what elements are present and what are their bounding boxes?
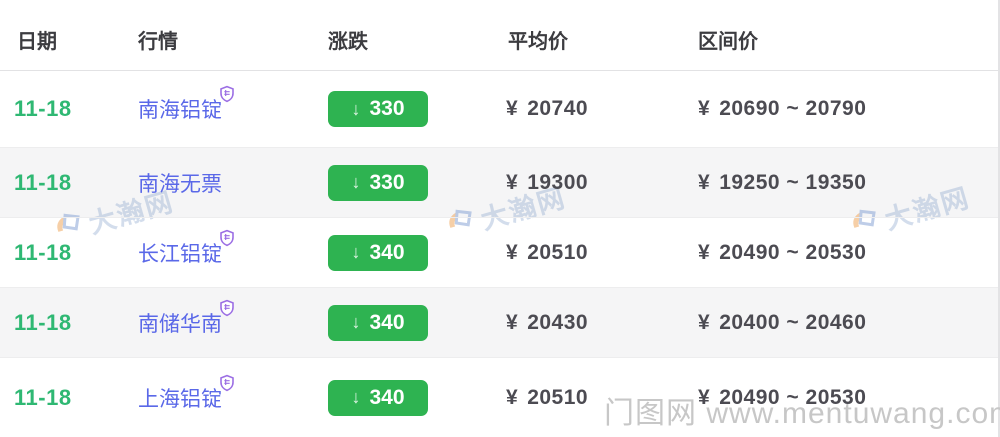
down-arrow-icon: ↓	[351, 172, 361, 192]
market-link[interactable]: 南海铝锭	[138, 85, 235, 124]
avg-price-value: 20740	[527, 97, 589, 120]
market-link[interactable]: 上海铝锭	[138, 374, 235, 413]
column-header-change: 涨跌	[328, 30, 368, 53]
change-badge: ↓ 330	[328, 91, 428, 127]
date-value: 11-18	[14, 96, 72, 121]
alt-row-stripe	[0, 148, 998, 218]
currency-symbol: ¥	[698, 240, 711, 264]
cert-badge-icon	[219, 229, 235, 253]
currency-symbol: ¥	[506, 240, 519, 264]
market-link[interactable]: 南储华南	[138, 299, 235, 338]
table-row: 11-18 南海无票 ↓ 330 ¥19300 ¥19250 ~ 19350	[0, 148, 998, 218]
range-price-value: 20690 ~ 20790	[719, 97, 867, 120]
currency-symbol: ¥	[698, 97, 711, 120]
table-header-row: 日期 行情 涨跌 平均价 区间价	[0, 0, 998, 71]
avg-price-value: 20510	[527, 240, 589, 264]
table-row: 11-18 长江铝锭 ↓ 340 ¥20510 ¥20490 ~ 20530	[0, 218, 998, 288]
range-price-value: 20400 ~ 20460	[719, 310, 867, 334]
range-price-value: 20490 ~ 20530	[719, 240, 867, 264]
table-row: 11-18 南海铝锭 ↓ 330 ¥20740 ¥20690 ~ 20790	[0, 71, 998, 148]
change-badge: ↓ 340	[328, 234, 428, 271]
down-arrow-icon: ↓	[351, 242, 361, 262]
avg-price-value: 20430	[527, 310, 589, 334]
cert-badge-icon	[219, 299, 235, 323]
avg-price-value: 20510	[527, 385, 589, 409]
market-name: 长江铝锭	[138, 242, 222, 266]
change-badge: ↓ 330	[328, 164, 428, 201]
alt-row-stripe	[0, 288, 998, 358]
change-value: 330	[369, 97, 405, 120]
column-header-date: 日期	[17, 30, 57, 53]
range-price-value: 19250 ~ 19350	[719, 170, 867, 194]
date-value: 11-18	[14, 309, 72, 335]
currency-symbol: ¥	[506, 170, 519, 194]
change-value: 340	[369, 240, 405, 264]
currency-symbol: ¥	[698, 310, 711, 334]
column-header-avg-price: 平均价	[508, 30, 568, 53]
cert-badge-icon	[219, 85, 235, 109]
down-arrow-icon: ↓	[351, 387, 361, 407]
currency-symbol: ¥	[506, 310, 519, 334]
down-arrow-icon: ↓	[351, 98, 361, 119]
date-value: 11-18	[14, 384, 72, 410]
cert-badge-icon	[219, 374, 235, 398]
market-name: 南海铝锭	[138, 99, 222, 122]
down-arrow-icon: ↓	[351, 312, 361, 332]
range-price-value: 20490 ~ 20530	[719, 385, 867, 409]
currency-symbol: ¥	[506, 97, 519, 120]
column-header-market: 行情	[138, 30, 178, 53]
change-value: 330	[369, 170, 405, 194]
change-value: 340	[369, 385, 405, 409]
market-link[interactable]: 长江铝锭	[138, 229, 235, 268]
table-row: 11-18 南储华南 ↓ 340 ¥20430 ¥20400 ~ 20460	[0, 288, 998, 358]
change-value: 340	[369, 310, 405, 334]
avg-price-value: 19300	[527, 170, 589, 194]
currency-symbol: ¥	[506, 385, 519, 409]
column-header-range-price: 区间价	[698, 30, 758, 53]
market-name: 上海铝锭	[138, 387, 222, 411]
change-badge: ↓ 340	[328, 304, 428, 341]
change-badge: ↓ 340	[328, 379, 428, 416]
currency-symbol: ¥	[698, 170, 711, 194]
currency-symbol: ¥	[698, 385, 711, 409]
market-name: 南储华南	[138, 312, 222, 336]
date-value: 11-18	[14, 239, 72, 265]
market-name: 南海无票	[138, 172, 222, 196]
market-link[interactable]: 南海无票	[138, 168, 222, 198]
date-value: 11-18	[14, 169, 72, 195]
table-row: 11-18 上海铝锭 ↓ 340 ¥20510 ¥20490 ~ 20530	[0, 358, 998, 437]
